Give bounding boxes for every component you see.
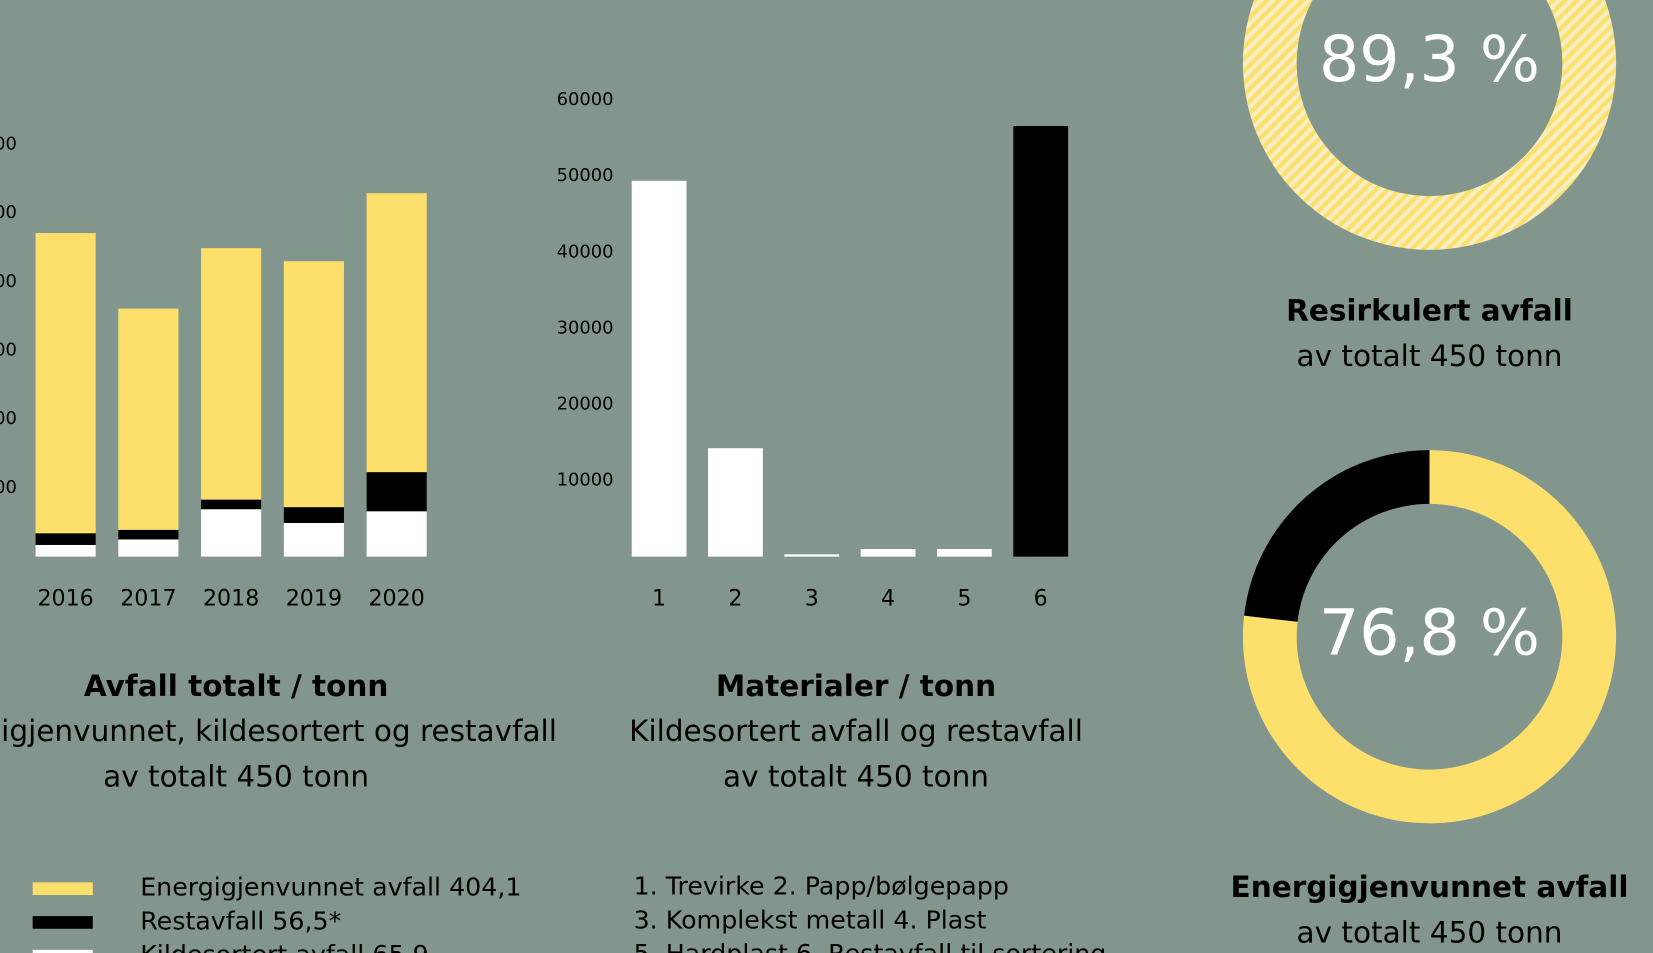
legend-swatch bbox=[32, 882, 93, 896]
bar-segment bbox=[366, 193, 427, 473]
y-tick-label: 600 bbox=[0, 133, 17, 154]
legend-label: Restavfall 56,5* bbox=[140, 906, 341, 935]
legend-swatch bbox=[32, 916, 93, 929]
bar bbox=[708, 448, 763, 557]
x-tick-label: 2019 bbox=[286, 585, 342, 611]
y-tick-label: 200 bbox=[0, 408, 17, 429]
donut-segment bbox=[1242, 0, 1617, 250]
y-tick-label: 60000 bbox=[557, 89, 614, 110]
y-tick-label: 300 bbox=[0, 340, 17, 361]
chart-title: Materialer / tonn bbox=[716, 669, 996, 703]
bar-segment bbox=[201, 248, 262, 500]
bar-segment bbox=[35, 544, 96, 557]
bar-segment bbox=[366, 472, 427, 512]
x-tick-label: 3 bbox=[805, 585, 819, 611]
x-tick-label: 4 bbox=[881, 585, 895, 611]
y-tick-label: 500 bbox=[0, 202, 17, 223]
legend-label: Kildesortert avfall 65,9 bbox=[140, 940, 428, 953]
chart-title: Energigjenvunnet avfall bbox=[1231, 870, 1629, 904]
bar-segment bbox=[35, 233, 96, 534]
donut-value: 76,8 % bbox=[1319, 595, 1540, 669]
y-tick-label: 50000 bbox=[557, 165, 614, 186]
legend-line: 1. Trevirke 2. Papp/bølgepapp bbox=[634, 872, 1009, 901]
bar-segment bbox=[366, 511, 427, 557]
donut-value: 89,3 % bbox=[1319, 22, 1540, 96]
y-tick-label: 40000 bbox=[557, 241, 614, 262]
x-tick-label: 2016 bbox=[37, 585, 93, 611]
chart-subtitle: av totalt 450 tonn bbox=[1296, 339, 1562, 373]
bar-segment bbox=[118, 529, 179, 540]
bar-segment bbox=[201, 499, 262, 510]
bar-segment bbox=[35, 533, 96, 545]
chart-subtitle: av totalt 450 tonn bbox=[1296, 916, 1562, 950]
chart-subtitle: Energigjenvunnet, kildesortert og restav… bbox=[0, 714, 557, 748]
bar-segment bbox=[283, 522, 344, 557]
x-tick-label: 2018 bbox=[203, 585, 259, 611]
bar bbox=[860, 549, 916, 557]
bar-segment bbox=[283, 507, 344, 523]
donut-segment bbox=[1244, 450, 1430, 622]
x-tick-label: 6 bbox=[1034, 585, 1048, 611]
bar-segment bbox=[201, 509, 262, 557]
x-tick-label: 2020 bbox=[368, 585, 424, 611]
x-tick-label: 5 bbox=[957, 585, 971, 611]
x-tick-label: 1 bbox=[652, 585, 666, 611]
bar bbox=[1013, 126, 1069, 557]
bar-segment bbox=[283, 261, 344, 508]
bar-segment bbox=[118, 539, 179, 557]
chart-title: Resirkulert avfall bbox=[1286, 294, 1573, 328]
bar bbox=[631, 180, 687, 557]
legend-label: Energigjenvunnet avfall 404,1 bbox=[140, 873, 521, 902]
bar-segment bbox=[118, 308, 179, 530]
y-tick-label: 20000 bbox=[557, 393, 614, 414]
y-tick-label: 30000 bbox=[557, 317, 614, 338]
legend-swatch bbox=[32, 949, 93, 953]
x-tick-label: 2017 bbox=[120, 585, 176, 611]
chart-subtitle: av totalt 450 tonn bbox=[103, 760, 369, 794]
x-tick-label: 2 bbox=[728, 585, 742, 611]
chart-subtitle: Kildesortert avfall og restavfall bbox=[629, 714, 1083, 748]
bar bbox=[784, 554, 840, 557]
y-tick-label: 400 bbox=[0, 271, 17, 292]
legend-line: 5. Hardplast 6. Restavfall til sortering bbox=[634, 939, 1107, 953]
y-tick-label: 100 bbox=[0, 477, 17, 498]
chart-subtitle: av totalt 450 tonn bbox=[723, 760, 989, 794]
y-tick-label: 10000 bbox=[557, 470, 614, 491]
bar bbox=[936, 549, 992, 557]
chart-title: Avfall totalt / tonn bbox=[84, 669, 389, 703]
legend-line: 3. Komplekst metall 4. Plast bbox=[634, 905, 987, 934]
